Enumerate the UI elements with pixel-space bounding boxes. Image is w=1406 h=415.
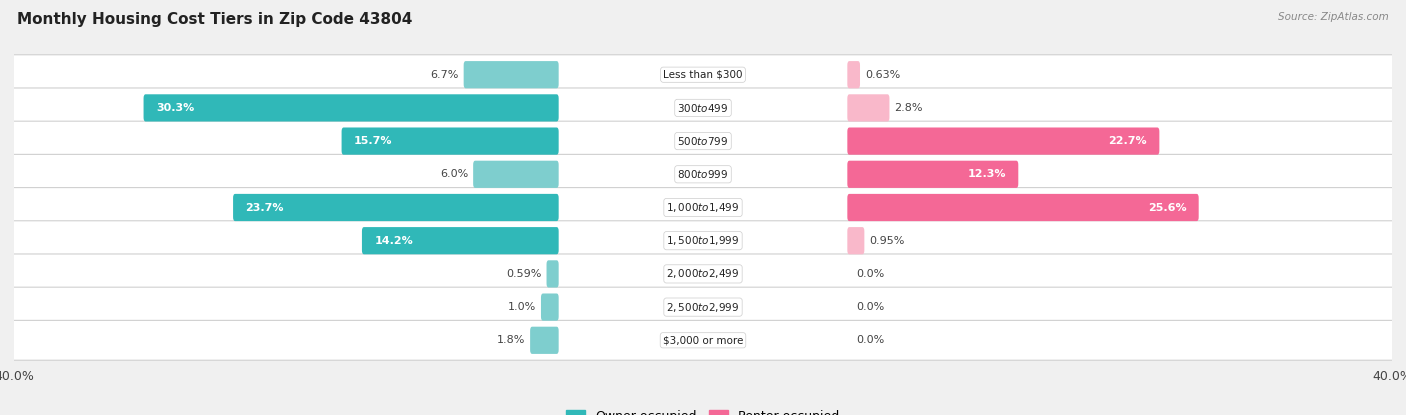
Text: $300 to $499: $300 to $499	[678, 102, 728, 114]
Text: 0.0%: 0.0%	[856, 302, 884, 312]
FancyBboxPatch shape	[4, 121, 1402, 161]
FancyBboxPatch shape	[4, 188, 1402, 227]
FancyBboxPatch shape	[4, 221, 1402, 261]
FancyBboxPatch shape	[4, 320, 1402, 360]
Text: 6.7%: 6.7%	[430, 70, 458, 80]
FancyBboxPatch shape	[541, 293, 558, 321]
FancyBboxPatch shape	[4, 88, 1402, 128]
Legend: Owner-occupied, Renter-occupied: Owner-occupied, Renter-occupied	[561, 405, 845, 415]
FancyBboxPatch shape	[361, 227, 558, 254]
Text: Monthly Housing Cost Tiers in Zip Code 43804: Monthly Housing Cost Tiers in Zip Code 4…	[17, 12, 412, 27]
Text: Source: ZipAtlas.com: Source: ZipAtlas.com	[1278, 12, 1389, 22]
Text: 12.3%: 12.3%	[967, 169, 1005, 179]
FancyBboxPatch shape	[4, 154, 1402, 194]
Text: $3,000 or more: $3,000 or more	[662, 335, 744, 345]
FancyBboxPatch shape	[848, 94, 890, 122]
Text: 25.6%: 25.6%	[1147, 203, 1187, 212]
Text: 0.63%: 0.63%	[865, 70, 900, 80]
Text: 1.0%: 1.0%	[508, 302, 536, 312]
FancyBboxPatch shape	[4, 55, 1402, 95]
FancyBboxPatch shape	[848, 161, 1018, 188]
Text: $1,500 to $1,999: $1,500 to $1,999	[666, 234, 740, 247]
Text: 22.7%: 22.7%	[1108, 136, 1147, 146]
FancyBboxPatch shape	[4, 254, 1402, 294]
Text: 0.59%: 0.59%	[506, 269, 541, 279]
FancyBboxPatch shape	[530, 327, 558, 354]
Text: 1.8%: 1.8%	[496, 335, 526, 345]
Text: Less than $300: Less than $300	[664, 70, 742, 80]
Text: 14.2%: 14.2%	[374, 236, 413, 246]
FancyBboxPatch shape	[4, 287, 1402, 327]
Text: 15.7%: 15.7%	[354, 136, 392, 146]
Text: 0.0%: 0.0%	[856, 335, 884, 345]
FancyBboxPatch shape	[143, 94, 558, 122]
Text: $1,000 to $1,499: $1,000 to $1,499	[666, 201, 740, 214]
Text: $2,000 to $2,499: $2,000 to $2,499	[666, 267, 740, 281]
FancyBboxPatch shape	[848, 227, 865, 254]
FancyBboxPatch shape	[848, 61, 860, 88]
FancyBboxPatch shape	[474, 161, 558, 188]
Text: 2.8%: 2.8%	[894, 103, 922, 113]
Text: 30.3%: 30.3%	[156, 103, 194, 113]
FancyBboxPatch shape	[233, 194, 558, 221]
Text: 0.0%: 0.0%	[856, 269, 884, 279]
Text: 23.7%: 23.7%	[246, 203, 284, 212]
FancyBboxPatch shape	[547, 260, 558, 288]
FancyBboxPatch shape	[848, 127, 1160, 155]
Text: $500 to $799: $500 to $799	[678, 135, 728, 147]
FancyBboxPatch shape	[464, 61, 558, 88]
FancyBboxPatch shape	[342, 127, 558, 155]
Text: 6.0%: 6.0%	[440, 169, 468, 179]
Text: 0.95%: 0.95%	[869, 236, 904, 246]
FancyBboxPatch shape	[848, 194, 1199, 221]
Text: $2,500 to $2,999: $2,500 to $2,999	[666, 300, 740, 314]
Text: $800 to $999: $800 to $999	[678, 168, 728, 180]
